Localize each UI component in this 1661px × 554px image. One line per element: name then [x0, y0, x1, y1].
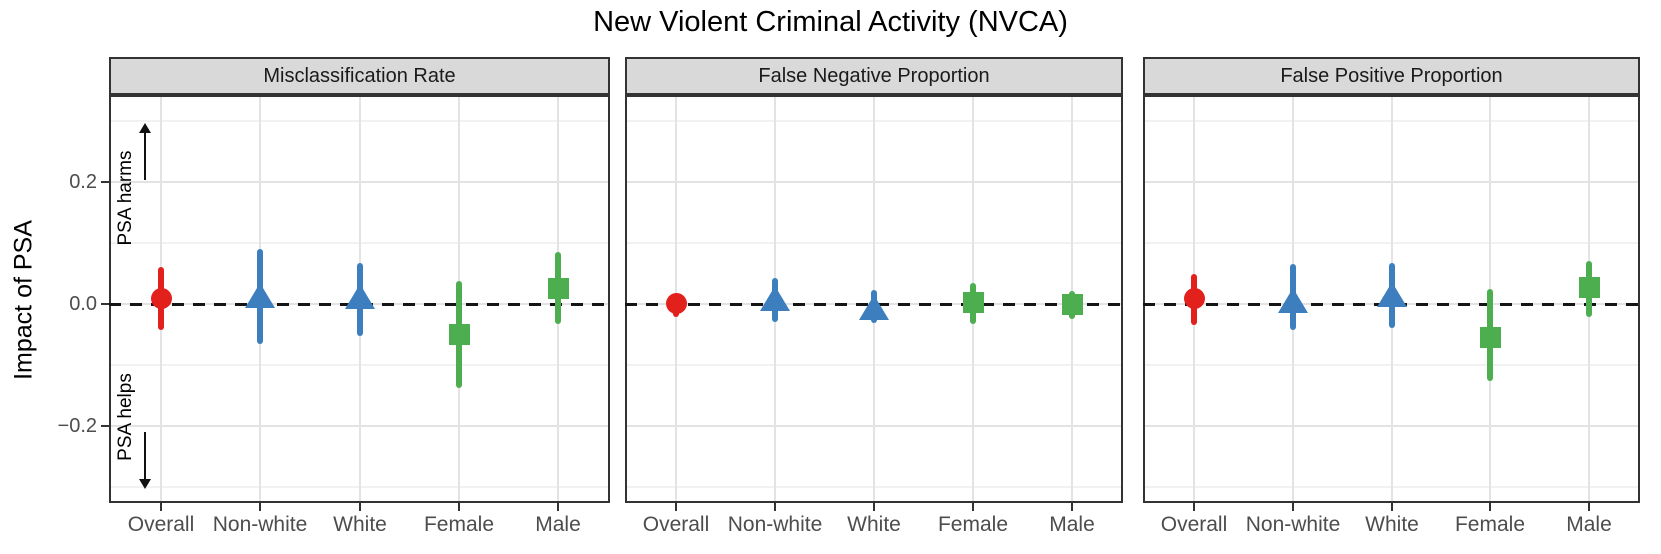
x-axis-tick	[675, 503, 677, 511]
plot-area	[625, 95, 1123, 503]
x-category-label: Non-white	[1245, 513, 1341, 536]
x-axis-tick	[972, 503, 974, 511]
y-tick-label: −0.2	[57, 415, 97, 437]
x-axis-tick	[259, 503, 261, 511]
y-axis-title: Impact of PSA	[9, 220, 38, 380]
x-axis-tick	[1391, 503, 1393, 511]
point-marker-overall	[1184, 287, 1205, 309]
point-marker-non-white	[760, 286, 790, 312]
point-marker-white	[345, 283, 375, 309]
y-tick-label: 0.2	[69, 171, 97, 193]
x-axis-tick	[1071, 503, 1073, 511]
point-marker-female	[963, 292, 984, 314]
x-axis-tick	[458, 503, 460, 511]
point-marker-overall	[151, 287, 172, 309]
x-category-label: White	[333, 513, 387, 536]
facet-strip-label: False Positive Proportion	[1143, 57, 1640, 95]
x-category-label: Female	[423, 513, 495, 536]
x-category-label: Male	[1566, 513, 1612, 536]
x-axis-tick	[359, 503, 361, 511]
x-category-label: Male	[1049, 513, 1095, 536]
facet-strip-label: Misclassification Rate	[109, 57, 610, 95]
psa-harms-annotation: PSA harms	[115, 150, 136, 246]
point-marker-female	[1480, 326, 1501, 348]
x-category-label: Female	[1454, 513, 1526, 536]
x-category-label: Overall	[127, 513, 195, 536]
x-axis-tick	[160, 503, 162, 511]
psa-harms-arrow	[144, 132, 146, 180]
x-axis-tick	[1489, 503, 1491, 511]
point-marker-male	[1579, 276, 1600, 298]
y-axis-tick	[101, 181, 109, 183]
x-axis-tick	[1292, 503, 1294, 511]
x-category-label: Non-white	[727, 513, 823, 536]
y-axis-tick	[101, 425, 109, 427]
point-marker-male	[1062, 294, 1083, 315]
x-category-label: Female	[937, 513, 1009, 536]
x-category-label: Overall	[1160, 513, 1228, 536]
x-axis-tick	[1588, 503, 1590, 511]
psa-helps-arrow	[144, 432, 146, 480]
plot-area: PSA harms PSA helps	[109, 95, 610, 503]
point-marker-white	[859, 294, 889, 320]
y-tick-label: 0.0	[69, 293, 97, 315]
psa-helps-annotation: PSA helps	[115, 373, 136, 461]
x-category-label: Male	[535, 513, 581, 536]
x-axis-tick	[1193, 503, 1195, 511]
plot-area	[1143, 95, 1640, 503]
x-category-label: White	[1365, 513, 1419, 536]
x-category-label: White	[847, 513, 901, 536]
x-axis-tick	[774, 503, 776, 511]
facet-strip-label: False Negative Proportion	[625, 57, 1123, 95]
x-category-label: Non-white	[212, 513, 308, 536]
x-category-label: Overall	[642, 513, 710, 536]
psa-harms-arrowhead	[139, 123, 151, 133]
facet-panel-false-positive-proportion: False Positive Proportion Overall Non-whi…	[1143, 57, 1640, 536]
point-marker-non-white	[245, 283, 275, 309]
point-marker-white	[1377, 281, 1407, 307]
point-marker-overall	[666, 293, 687, 315]
x-axis-tick	[873, 503, 875, 511]
point-marker-non-white	[1278, 287, 1308, 313]
facet-panel-false-negative-proportion: False Negative Proportion Overall Non-whi…	[625, 57, 1123, 536]
point-marker-male	[548, 278, 569, 300]
facet-panel-misclassification-rate: Misclassification Rate PSA harms PSA help…	[109, 57, 610, 536]
psa-helps-arrowhead	[139, 479, 151, 489]
point-marker-female	[449, 323, 470, 345]
y-axis-tick	[101, 303, 109, 305]
chart-title: New Violent Criminal Activity (NVCA)	[593, 6, 1068, 38]
x-axis-tick	[557, 503, 559, 511]
